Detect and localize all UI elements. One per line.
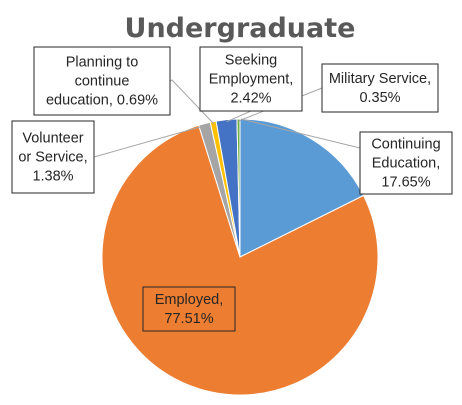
leader-line-seeking-employment <box>226 110 252 123</box>
data-label-line: 1.38% <box>32 169 73 185</box>
data-label-planning-to-continue-education: Planning to continue education, 0.69% <box>33 46 171 116</box>
data-label-line: Planning to <box>66 55 139 71</box>
data-label-line: continue <box>75 74 130 90</box>
data-label-volunteer-or-service: Volunteer or Service, 1.38% <box>11 120 95 194</box>
data-label-line: Education, <box>372 156 441 172</box>
data-label-line: 17.65% <box>381 175 430 191</box>
data-label-line: Volunteer <box>22 131 83 147</box>
data-label-box <box>359 131 453 195</box>
data-label-line: 77.51% <box>164 311 213 327</box>
slice-military-service <box>236 118 241 258</box>
data-label-line: Continuing <box>371 137 440 153</box>
data-label-employed: Employed, 77.51% <box>142 286 236 332</box>
leader-line-volunteer-or-service <box>93 125 206 158</box>
data-label-line: Seeking <box>225 53 277 69</box>
data-label-line: or Service, <box>18 150 87 166</box>
data-label-box <box>11 120 95 194</box>
slice-continuing-education <box>239 118 365 258</box>
data-label-continuing-education: Continuing Education, 17.65% <box>359 131 453 195</box>
data-label-box <box>142 286 236 332</box>
data-label-military-service: Military Service, 0.35% <box>321 63 439 113</box>
data-label-line: 0.35% <box>359 90 400 106</box>
data-label-line: Military Service, <box>329 71 431 87</box>
data-label-line: Employed, <box>155 292 224 308</box>
data-label-line: 2.42% <box>230 91 271 107</box>
leader-line-continuing-education <box>240 118 361 149</box>
slice-employed <box>101 124 379 396</box>
data-label-line: education, 0.69% <box>46 93 158 109</box>
data-label-box <box>199 46 303 112</box>
data-label-box <box>321 63 439 113</box>
data-label-seeking-employment: Seeking Employment, 2.42% <box>199 46 303 112</box>
data-label-line: Employment, <box>209 72 294 88</box>
chart-title: Undergraduate <box>125 13 356 44</box>
pie-slices <box>101 118 379 396</box>
data-label-box <box>33 46 171 116</box>
data-labels: Continuing Education, 17.65% Employed, 77.51… <box>11 46 453 332</box>
